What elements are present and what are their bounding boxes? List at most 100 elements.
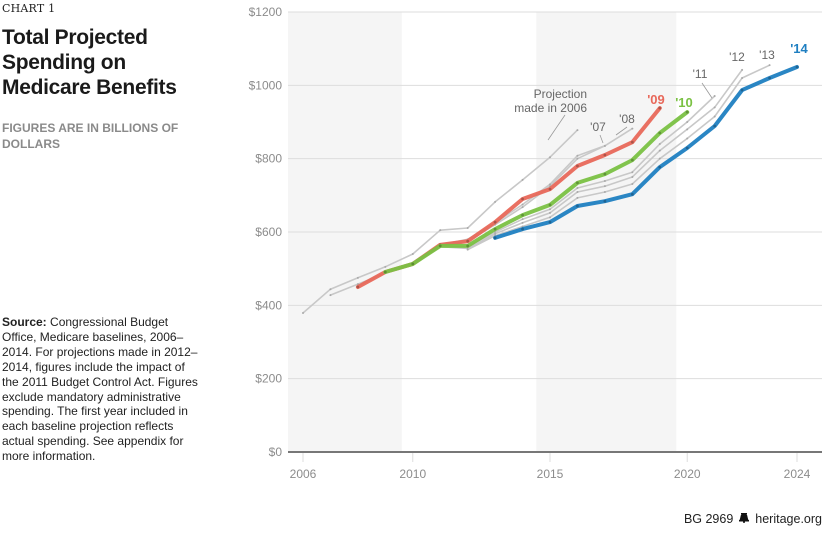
data-point bbox=[329, 294, 332, 297]
data-point bbox=[686, 128, 689, 131]
data-point bbox=[411, 262, 415, 266]
y-tick-label: $0 bbox=[269, 445, 283, 459]
data-point bbox=[658, 165, 662, 169]
data-point bbox=[630, 140, 634, 144]
data-point bbox=[603, 144, 606, 147]
x-tick-label: 2006 bbox=[290, 467, 317, 481]
data-point bbox=[603, 180, 606, 183]
data-point bbox=[411, 253, 414, 255]
annotation-09: '09 bbox=[647, 92, 665, 107]
report-code: BG 2969 bbox=[683, 511, 734, 526]
data-point bbox=[685, 110, 689, 114]
data-point bbox=[356, 276, 359, 279]
data-point bbox=[493, 227, 497, 231]
data-point bbox=[549, 156, 551, 159]
data-point bbox=[576, 191, 579, 194]
data-point bbox=[741, 68, 744, 71]
data-point bbox=[521, 203, 524, 206]
data-point bbox=[521, 178, 524, 181]
data-point bbox=[631, 182, 634, 185]
data-point bbox=[356, 285, 360, 289]
series-line-13 bbox=[467, 64, 770, 251]
site-url[interactable]: heritage.org bbox=[755, 511, 822, 526]
source-label: Source: bbox=[2, 315, 47, 329]
data-point bbox=[576, 196, 579, 199]
annotation-leader bbox=[701, 82, 713, 99]
data-point bbox=[549, 211, 551, 214]
data-point bbox=[576, 204, 579, 208]
chart-title: Total Projected Spending on Medicare Ben… bbox=[2, 26, 177, 99]
data-point bbox=[521, 221, 524, 224]
data-point bbox=[603, 172, 607, 176]
data-point bbox=[741, 77, 744, 79]
data-point bbox=[686, 137, 689, 140]
data-point bbox=[603, 191, 606, 194]
data-point bbox=[795, 65, 799, 69]
data-point bbox=[521, 213, 524, 217]
data-point bbox=[493, 236, 497, 240]
data-point bbox=[603, 185, 606, 188]
annotation-07: '07 bbox=[590, 120, 606, 134]
data-point bbox=[713, 106, 716, 109]
series-line-10 bbox=[383, 110, 690, 274]
data-point bbox=[521, 206, 524, 209]
y-tick-label: $1000 bbox=[249, 78, 283, 92]
x-tick-label: 2015 bbox=[537, 467, 564, 481]
data-point bbox=[438, 244, 442, 248]
data-point bbox=[549, 183, 551, 186]
gridlines bbox=[288, 11, 822, 453]
data-point bbox=[521, 218, 524, 221]
data-point bbox=[658, 149, 661, 152]
data-point bbox=[521, 227, 524, 231]
data-point bbox=[576, 154, 579, 157]
data-point bbox=[549, 216, 551, 219]
x-tick-label: 2020 bbox=[674, 467, 701, 481]
data-point bbox=[686, 121, 689, 123]
data-point bbox=[740, 88, 744, 92]
data-point bbox=[713, 115, 716, 118]
x-tick-label: 2024 bbox=[784, 467, 811, 481]
data-point bbox=[576, 187, 579, 189]
x-axis-ticks: 2006 2010 2015 2020 2024 bbox=[290, 453, 811, 481]
y-tick-label: $800 bbox=[255, 152, 282, 166]
data-point bbox=[630, 192, 634, 196]
data-point bbox=[383, 270, 387, 274]
y-axis-ticks: $0 $200 $400 $600 $800 $1000 $1200 bbox=[249, 5, 283, 459]
y-tick-label: $200 bbox=[255, 372, 282, 386]
x-tick-label: 2010 bbox=[399, 467, 426, 481]
data-point bbox=[768, 76, 771, 80]
annotation-14: '14 bbox=[790, 41, 808, 56]
data-point bbox=[521, 197, 524, 201]
y-tick-label: $400 bbox=[255, 298, 282, 312]
annotation-12: '12 bbox=[729, 50, 745, 64]
data-point bbox=[713, 124, 717, 128]
series-line-12 bbox=[440, 69, 743, 250]
data-point bbox=[658, 143, 661, 145]
data-point bbox=[439, 229, 442, 232]
annotation-08: '08 bbox=[619, 112, 635, 126]
chart-subtitle: FIGURES ARE IN BILLIONS OF DOLLARS bbox=[2, 121, 179, 151]
data-point bbox=[576, 164, 579, 168]
data-point bbox=[549, 208, 551, 211]
annotation-leader bbox=[547, 114, 566, 141]
data-point bbox=[493, 220, 497, 224]
data-point bbox=[329, 288, 332, 291]
data-point bbox=[630, 158, 634, 162]
data-point bbox=[631, 127, 634, 130]
data-point bbox=[576, 181, 579, 185]
data-point bbox=[466, 244, 470, 248]
annotation-projectionmadein2006: Projection bbox=[534, 87, 587, 101]
annotation-leader bbox=[615, 126, 628, 136]
data-point bbox=[658, 106, 662, 110]
data-point bbox=[384, 265, 387, 268]
data-point bbox=[548, 220, 552, 224]
data-point bbox=[576, 129, 579, 132]
annotation-projectionmadein2006: made in 2006 bbox=[514, 101, 587, 115]
source-text: Congressional Budget Office, Medicare ba… bbox=[2, 315, 198, 464]
data-point bbox=[768, 64, 771, 67]
y-tick-label: $1200 bbox=[249, 5, 283, 19]
annotation-10: '10 bbox=[675, 95, 693, 110]
annotation-11: '11 bbox=[693, 67, 708, 81]
